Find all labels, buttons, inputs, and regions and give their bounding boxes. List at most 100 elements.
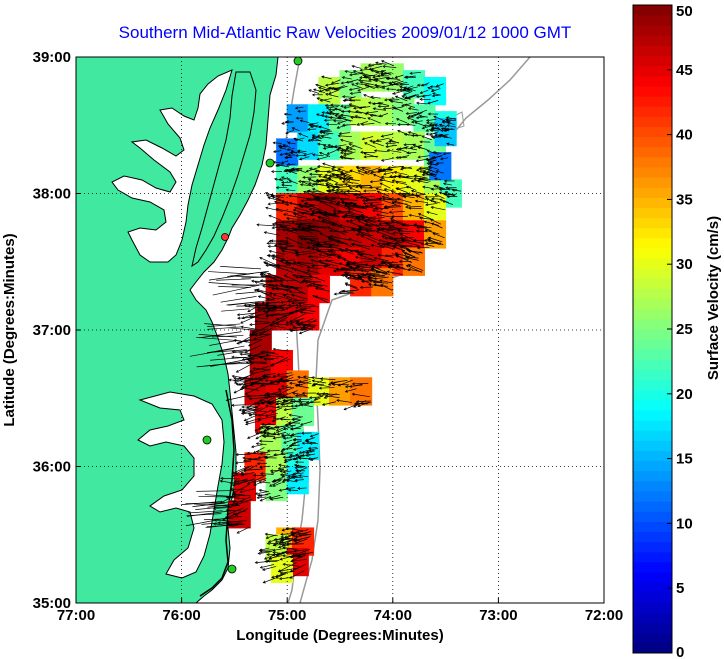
velocity-vector (311, 136, 322, 142)
velocity-vector (314, 295, 329, 301)
velocity-vector (288, 262, 304, 266)
velocity-vector (288, 290, 304, 294)
colorbar-segment (633, 460, 672, 472)
velocity-vector (421, 135, 432, 141)
velocity-vector (292, 438, 301, 442)
colorbar-segment (633, 25, 672, 36)
velocity-vector (445, 186, 457, 190)
velocity-vector (281, 121, 289, 125)
velocity-vector (297, 302, 316, 306)
velocity-vector (340, 249, 359, 253)
velocity-vector (333, 119, 343, 123)
colorbar-segment (633, 156, 672, 168)
velocity-vector (298, 456, 309, 460)
colorbar-segment (633, 551, 672, 563)
velocity-vector (425, 118, 437, 122)
velocity-vector (259, 550, 273, 554)
velocity-vector (317, 142, 327, 146)
velocity-vector (298, 132, 309, 138)
velocity-vector (270, 468, 284, 474)
velocity-vector (270, 170, 282, 174)
colorbar-tick-label: 50 (676, 3, 693, 20)
velocity-vector (394, 95, 408, 102)
velocity-vector (376, 190, 390, 197)
velocity-vector (219, 479, 240, 485)
velocity-vector (250, 369, 271, 375)
velocity-vector (360, 150, 376, 154)
colorbar-segment (633, 379, 672, 391)
velocity-vector (233, 376, 251, 382)
velocity-vector (417, 155, 430, 159)
velocity-vector (443, 179, 455, 183)
velocity-vector (226, 507, 245, 516)
velocity-vector (287, 488, 298, 492)
velocity-vector (347, 178, 360, 182)
velocity-vector (295, 453, 305, 457)
x-tick-label: 73:00 (479, 607, 517, 624)
velocity-vector (274, 401, 289, 406)
y-tick-label: 37:00 (33, 322, 71, 339)
velocity-vector (282, 294, 299, 301)
colorbar-tick-label: 25 (676, 321, 693, 338)
y-tick-label: 36:00 (33, 459, 71, 476)
velocity-vector (332, 209, 353, 213)
velocity-vector (324, 259, 342, 265)
velocity-vector (291, 167, 303, 171)
velocity-vector (378, 198, 397, 206)
velocity-vector (373, 83, 384, 87)
velocity-vector (339, 198, 358, 202)
velocity-vector (311, 93, 323, 97)
velocity-vector (332, 269, 353, 273)
velocity-vector (210, 356, 247, 361)
velocity-vector (410, 179, 424, 183)
velocity-vector (323, 241, 340, 247)
x-tick-label: 77:00 (57, 607, 95, 624)
velocity-vector (345, 145, 356, 150)
velocity-vector (357, 220, 372, 228)
velocity-vector (241, 310, 263, 320)
velocity-vector (331, 165, 344, 169)
velocity-vector (339, 138, 354, 144)
velocity-vector (377, 227, 394, 231)
velocity-vector (335, 202, 355, 210)
velocity-vector (328, 201, 349, 210)
colorbar-segment (633, 561, 672, 573)
velocity-vector (344, 70, 358, 74)
velocity-vector (325, 106, 339, 110)
velocity-vector (294, 394, 308, 398)
velocity-vector (340, 201, 356, 205)
velocity-vector (319, 377, 336, 381)
velocity-vector (281, 304, 299, 311)
velocity-vector (269, 480, 281, 487)
velocity-vector (308, 182, 319, 186)
velocity-vector (407, 107, 419, 111)
colorbar-tick-label: 5 (676, 580, 684, 597)
velocity-vector (258, 422, 271, 430)
velocity-vector (287, 303, 307, 307)
velocity-vector (308, 208, 324, 214)
velocity-vector (293, 213, 307, 218)
velocity-vector (231, 403, 247, 407)
colorbar-segment (633, 106, 672, 117)
radar-site-marker (221, 233, 229, 241)
velocity-vector (354, 256, 376, 261)
velocity-vector (266, 397, 283, 404)
velocity-vector (266, 241, 288, 245)
velocity-vector (366, 217, 385, 221)
velocity-vector (427, 238, 439, 245)
velocity-vector (282, 213, 303, 219)
velocity-vector (416, 83, 428, 87)
velocity-vector (328, 174, 343, 178)
colorbar-tick-label: 40 (676, 127, 693, 144)
velocity-vector (363, 155, 379, 159)
velocity-vector (426, 210, 438, 216)
velocity-vector (332, 186, 349, 190)
velocity-vector (280, 402, 294, 406)
velocity-vector (254, 319, 271, 323)
velocity-vector (410, 189, 425, 195)
colorbar-segment (633, 237, 672, 249)
colorbar-segment (633, 339, 672, 350)
velocity-vector (305, 400, 321, 404)
velocity-vector (289, 285, 307, 295)
velocity-vector (294, 106, 304, 110)
